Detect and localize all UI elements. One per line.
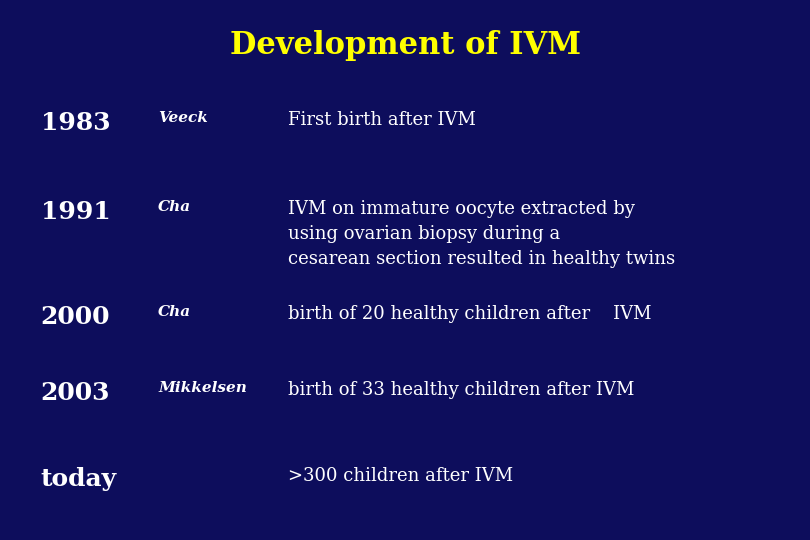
Text: 2000: 2000 bbox=[40, 305, 110, 329]
Text: birth of 33 healthy children after IVM: birth of 33 healthy children after IVM bbox=[288, 381, 634, 399]
Text: Veeck: Veeck bbox=[158, 111, 208, 125]
Text: Development of IVM: Development of IVM bbox=[229, 30, 581, 60]
Text: 1991: 1991 bbox=[40, 200, 110, 224]
Text: Mikkelsen: Mikkelsen bbox=[158, 381, 247, 395]
Text: Cha: Cha bbox=[158, 200, 191, 214]
Text: >300 children after IVM: >300 children after IVM bbox=[288, 467, 513, 485]
Text: today: today bbox=[40, 467, 117, 491]
Text: Cha: Cha bbox=[158, 305, 191, 319]
Text: First birth after IVM: First birth after IVM bbox=[288, 111, 475, 129]
Text: IVM on immature oocyte extracted by
using ovarian biopsy during a
cesarean secti: IVM on immature oocyte extracted by usin… bbox=[288, 200, 675, 268]
Text: birth of 20 healthy children after    IVM: birth of 20 healthy children after IVM bbox=[288, 305, 651, 323]
Text: 1983: 1983 bbox=[40, 111, 110, 134]
Text: 2003: 2003 bbox=[40, 381, 110, 404]
